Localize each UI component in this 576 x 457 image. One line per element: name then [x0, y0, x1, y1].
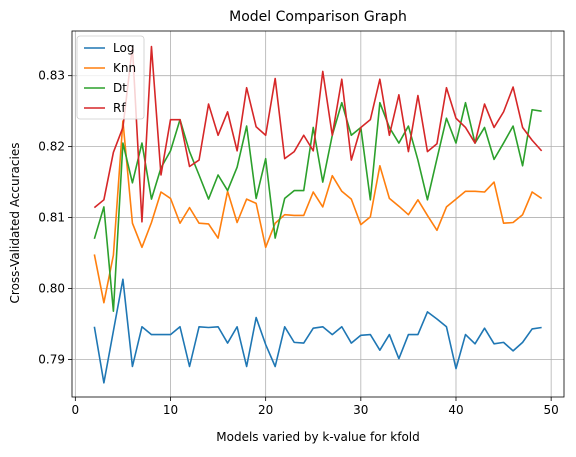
axes-frame	[71, 30, 565, 398]
x-tick-label: 20	[258, 403, 273, 417]
x-tick-label: 50	[544, 403, 559, 417]
grid	[72, 31, 564, 397]
y-tick-label: 0.81	[38, 211, 65, 225]
legend-label-dt: Dt	[113, 81, 127, 95]
x-tick-label: 10	[163, 403, 178, 417]
legend-box	[76, 35, 145, 120]
y-axis-label: Cross-Validated Accuracies	[8, 143, 22, 304]
chart-title: Model Comparison Graph	[229, 9, 407, 25]
axis-ticks: 0 10 20 30 40 50 0.79 0.80 0.81 0.82 0.83	[38, 69, 559, 417]
x-tick-label: 30	[353, 403, 368, 417]
x-axis-label: Models varied by k-value for kfold	[216, 430, 420, 444]
series-line-knn	[93, 120, 543, 304]
y-tick-label: 0.83	[38, 69, 65, 83]
legend-label-log: Log	[113, 41, 134, 55]
x-tick-label: 40	[448, 403, 463, 417]
legend: Log Knn Dt Rf	[76, 35, 145, 120]
legend-label-knn: Knn	[113, 61, 136, 75]
y-tick-label: 0.80	[38, 281, 65, 295]
series-line-dt	[93, 101, 542, 312]
legend-label-rf: Rf	[113, 101, 126, 115]
series-lines	[93, 45, 543, 384]
y-tick-label: 0.79	[38, 352, 65, 366]
series-line-rf	[93, 45, 543, 223]
series-line-log	[93, 278, 542, 384]
y-tick-label: 0.82	[38, 140, 65, 154]
x-tick-label: 0	[72, 403, 80, 417]
